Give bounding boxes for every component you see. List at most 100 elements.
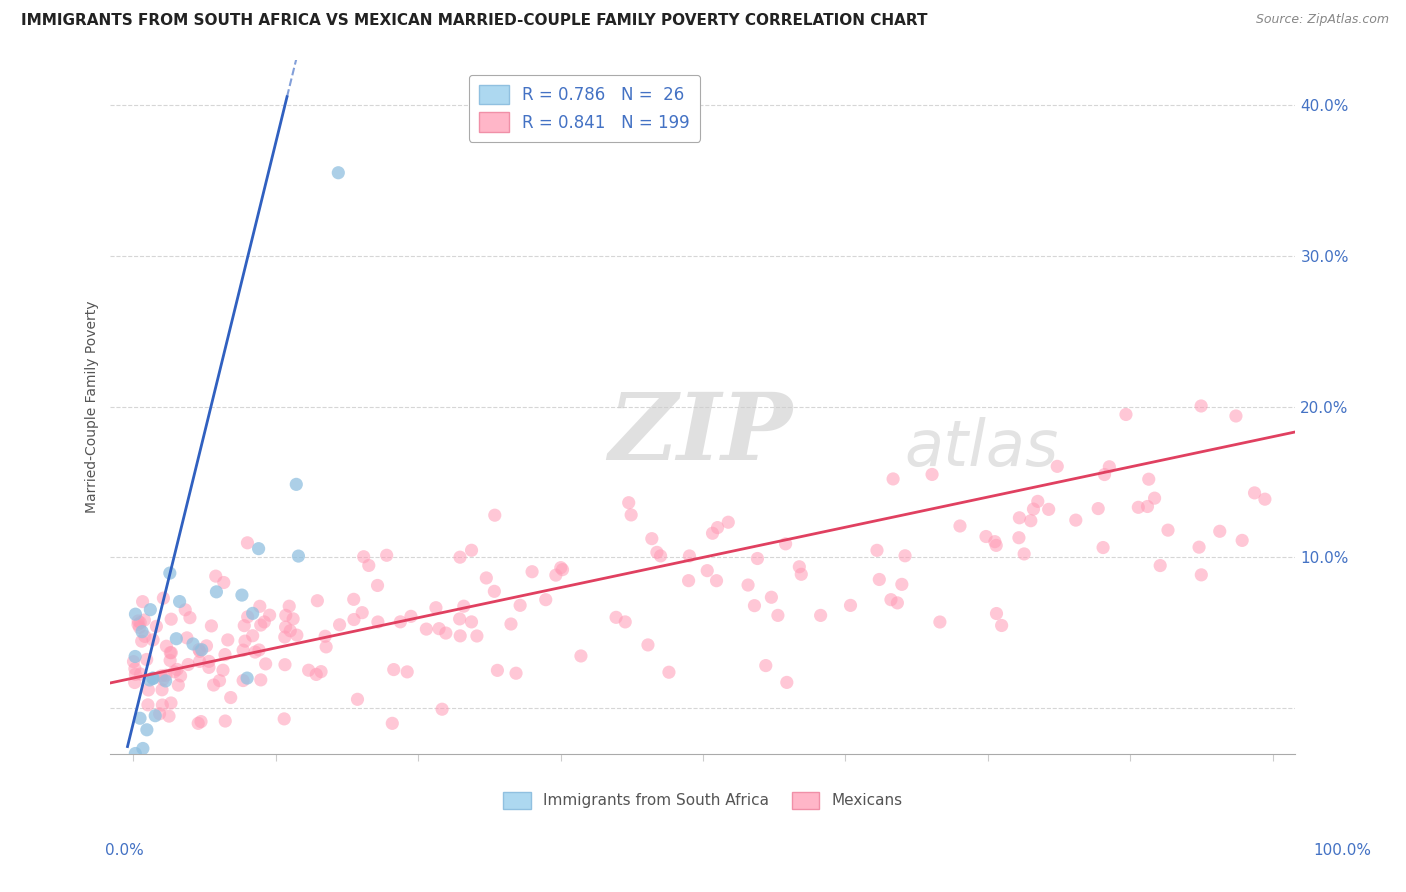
Point bbox=[357, 558, 380, 573]
Point bbox=[150, 682, 173, 697]
Point bbox=[499, 617, 522, 632]
Point bbox=[425, 600, 447, 615]
Point bbox=[605, 610, 627, 624]
Point bbox=[195, 639, 218, 653]
Text: IMMIGRANTS FROM SOUTH AFRICA VS MEXICAN MARRIED-COUPLE FAMILY POVERTY CORRELATIO: IMMIGRANTS FROM SOUTH AFRICA VS MEXICAN … bbox=[21, 13, 928, 29]
Point bbox=[305, 667, 328, 681]
Point bbox=[658, 665, 681, 680]
Point bbox=[169, 594, 191, 608]
Text: 0.0%: 0.0% bbox=[105, 843, 145, 858]
Point bbox=[346, 692, 368, 706]
Point bbox=[200, 619, 222, 633]
Point bbox=[274, 657, 297, 672]
Point bbox=[761, 591, 783, 605]
Point bbox=[1022, 502, 1045, 516]
Point bbox=[159, 646, 181, 660]
Point bbox=[214, 648, 236, 662]
Point bbox=[165, 632, 187, 646]
Point bbox=[157, 709, 180, 723]
Point bbox=[315, 640, 337, 654]
Point bbox=[179, 610, 201, 624]
Point bbox=[484, 584, 506, 599]
Point bbox=[285, 628, 308, 642]
Point bbox=[166, 663, 188, 677]
Point bbox=[974, 529, 997, 543]
Point bbox=[188, 644, 211, 658]
Point bbox=[475, 571, 498, 585]
Point bbox=[790, 567, 813, 582]
Point bbox=[135, 723, 157, 737]
Point bbox=[181, 637, 204, 651]
Point bbox=[198, 660, 221, 674]
Point bbox=[188, 642, 211, 657]
Point bbox=[142, 672, 165, 686]
Point bbox=[737, 578, 759, 592]
Point bbox=[880, 592, 903, 607]
Point bbox=[1008, 531, 1031, 545]
Point bbox=[352, 606, 374, 620]
Point bbox=[399, 609, 422, 624]
Point bbox=[314, 629, 336, 643]
Point bbox=[249, 599, 271, 614]
Point bbox=[696, 564, 718, 578]
Point bbox=[236, 609, 259, 624]
Point bbox=[135, 652, 157, 666]
Point bbox=[1115, 408, 1137, 422]
Point bbox=[645, 545, 668, 559]
Point bbox=[534, 592, 557, 607]
Point bbox=[839, 599, 862, 613]
Point bbox=[212, 575, 235, 590]
Point bbox=[702, 526, 724, 541]
Point bbox=[928, 615, 950, 629]
Point bbox=[1243, 486, 1265, 500]
Point bbox=[614, 615, 637, 629]
Point bbox=[131, 594, 153, 608]
Point bbox=[1157, 523, 1180, 537]
Point bbox=[124, 667, 146, 681]
Point bbox=[415, 622, 437, 636]
Point bbox=[155, 673, 177, 688]
Point bbox=[155, 668, 177, 682]
Point bbox=[921, 467, 943, 482]
Point bbox=[460, 615, 482, 629]
Point bbox=[145, 619, 167, 633]
Point bbox=[396, 665, 419, 679]
Text: ZIP: ZIP bbox=[609, 389, 793, 479]
Point bbox=[617, 496, 640, 510]
Point bbox=[249, 618, 271, 632]
Point bbox=[894, 549, 917, 563]
Point bbox=[890, 577, 912, 591]
Point bbox=[1008, 510, 1031, 524]
Point bbox=[142, 671, 165, 685]
Point bbox=[641, 532, 664, 546]
Point bbox=[717, 515, 740, 529]
Point bbox=[233, 618, 256, 632]
Point bbox=[1026, 494, 1049, 508]
Point bbox=[139, 602, 162, 616]
Point bbox=[434, 626, 457, 640]
Point bbox=[949, 519, 972, 533]
Point bbox=[1189, 399, 1212, 413]
Point bbox=[1012, 547, 1035, 561]
Point bbox=[868, 573, 890, 587]
Point bbox=[285, 477, 308, 491]
Point bbox=[1046, 459, 1069, 474]
Point bbox=[886, 596, 908, 610]
Point bbox=[449, 550, 471, 565]
Point bbox=[1189, 567, 1212, 582]
Point bbox=[129, 711, 152, 725]
Point bbox=[343, 613, 366, 627]
Point bbox=[127, 617, 149, 632]
Point bbox=[190, 642, 212, 657]
Point bbox=[236, 671, 259, 685]
Point bbox=[124, 747, 146, 761]
Point bbox=[131, 634, 153, 648]
Point bbox=[509, 599, 531, 613]
Point bbox=[214, 714, 236, 728]
Point bbox=[281, 612, 304, 626]
Point bbox=[328, 166, 350, 180]
Point bbox=[129, 667, 152, 681]
Point bbox=[190, 714, 212, 729]
Point bbox=[274, 620, 297, 634]
Point bbox=[273, 712, 295, 726]
